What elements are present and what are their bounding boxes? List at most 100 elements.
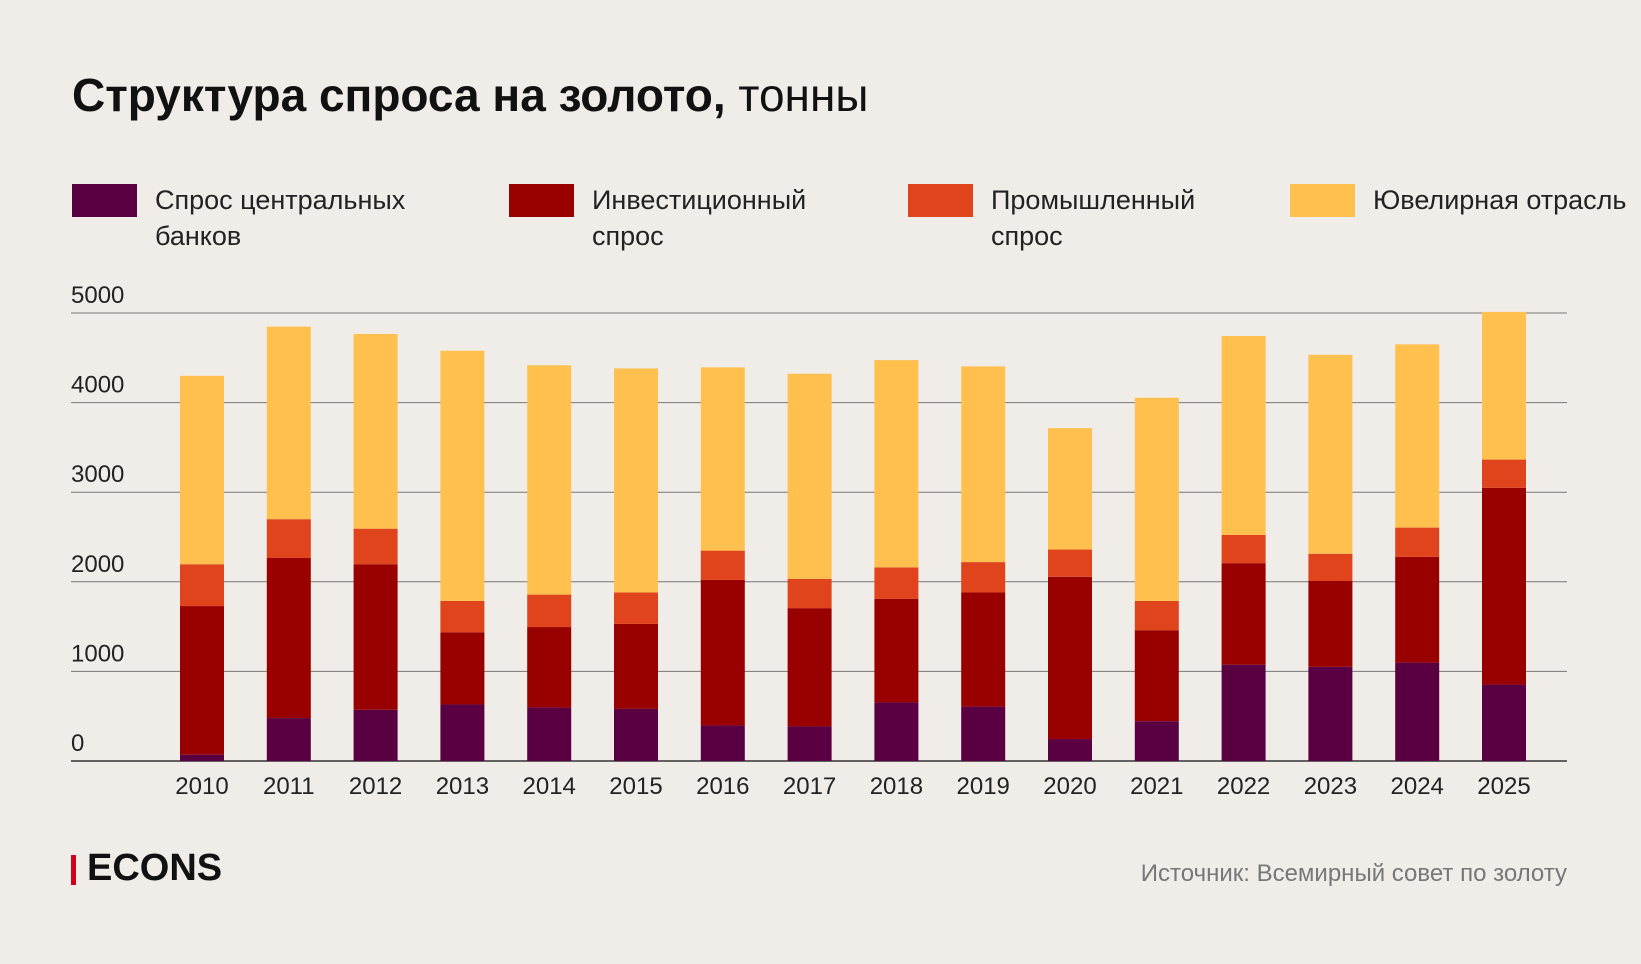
bar-segment — [440, 600, 485, 633]
bar-segment — [180, 375, 224, 565]
bar-segment — [614, 368, 658, 593]
bar-segment — [961, 592, 1006, 707]
brand-bar — [71, 855, 76, 885]
bar-segment — [1482, 311, 1526, 460]
legend-swatch — [1290, 184, 1355, 217]
bar-segment — [614, 623, 658, 709]
legend-label: Спрос центральных банков — [155, 185, 406, 251]
x-tick-label: 2017 — [783, 773, 836, 800]
x-tick-label: 2024 — [1391, 773, 1444, 800]
bar-segment — [700, 550, 745, 580]
bar-segment — [614, 592, 658, 624]
legend-label: Ювелирная отрасль — [1373, 185, 1627, 215]
bar-segment — [266, 326, 311, 520]
x-tick-label: 2014 — [523, 773, 576, 800]
bar-segment — [527, 365, 572, 595]
bar-segment — [1134, 721, 1179, 761]
bar-segment — [1308, 580, 1353, 667]
bar-segment — [874, 567, 919, 599]
y-tick-label: 1000 — [71, 640, 124, 667]
bar-segment — [961, 366, 1006, 563]
bar-segment — [1221, 336, 1266, 535]
x-tick-label: 2019 — [957, 773, 1010, 800]
y-tick-label: 5000 — [71, 282, 124, 309]
bar-segment — [440, 704, 485, 761]
x-tick-label: 2016 — [696, 773, 749, 800]
bar-segment — [1221, 534, 1266, 564]
bar-segment — [961, 706, 1006, 761]
bar-segment — [1395, 662, 1440, 761]
bar-segment — [527, 594, 572, 628]
bar-segment — [353, 564, 398, 710]
x-tick-label: 2020 — [1043, 773, 1096, 800]
bar-segment — [527, 627, 572, 708]
chart-title: Структура спроса на золото, — [72, 69, 726, 121]
bar-segment — [353, 333, 398, 529]
x-tick-label: 2010 — [175, 773, 228, 800]
bar-segment — [266, 718, 311, 761]
bar-segment — [874, 360, 919, 568]
bar-segment — [1048, 739, 1092, 761]
legend-label: Промышленный спрос — [991, 185, 1196, 251]
bar-segment — [1308, 354, 1353, 554]
bar-segment — [787, 726, 832, 761]
bar-segment — [1482, 459, 1526, 488]
x-tick-label: 2023 — [1304, 773, 1357, 800]
bar-segment — [1134, 600, 1179, 631]
title: Структура спроса на золото, тонны — [72, 68, 868, 122]
bar-segment — [1048, 549, 1092, 577]
bar-segment — [440, 350, 485, 601]
x-tick-label: 2012 — [349, 773, 402, 800]
bar-segment — [353, 528, 398, 565]
bar-segment — [1395, 527, 1440, 557]
source: Источник: Всемирный совет по золоту — [1140, 860, 1567, 887]
bar-segment — [1308, 666, 1353, 761]
bar-segment — [1395, 556, 1440, 663]
x-tick-label: 2025 — [1477, 773, 1530, 800]
bar-segment — [266, 557, 311, 719]
y-tick-label: 0 — [71, 730, 84, 757]
bar-segment — [787, 578, 832, 609]
x-tick-label: 2018 — [870, 773, 923, 800]
bar-segment — [1395, 344, 1440, 528]
x-tick-label: 2011 — [263, 773, 315, 800]
legend-swatch — [509, 184, 574, 217]
title-unit: тонны — [738, 69, 869, 121]
bar-segment — [1048, 576, 1092, 740]
bar-segment — [700, 367, 745, 551]
bar-segment — [1134, 630, 1179, 722]
x-tick-label: 2022 — [1217, 773, 1270, 800]
bar-segment — [1134, 397, 1179, 601]
bar-segment — [266, 519, 311, 558]
x-tick-label: 2015 — [609, 773, 662, 800]
bar-segment — [1482, 487, 1526, 685]
bar-segment — [180, 754, 224, 761]
legend-swatch — [72, 184, 137, 217]
bar-segment — [1482, 684, 1526, 761]
bar-segment — [787, 373, 832, 579]
bar-segment — [961, 562, 1006, 593]
bar-segment — [440, 632, 485, 705]
bar-segment — [353, 709, 398, 761]
x-tick-label: 2013 — [436, 773, 489, 800]
bar-segment — [700, 579, 745, 726]
y-tick-label: 2000 — [71, 551, 124, 578]
x-tick-label: 2021 — [1130, 773, 1183, 800]
bar-segment — [874, 702, 919, 761]
y-tick-label: 3000 — [71, 461, 124, 488]
bar-segment — [180, 564, 224, 607]
y-tick-label: 4000 — [71, 372, 124, 399]
bar-segment — [527, 707, 572, 761]
bar-segment — [1308, 553, 1353, 581]
bar-segment — [614, 708, 658, 761]
bar-segment — [1221, 563, 1266, 665]
bar-segment — [180, 606, 224, 755]
bar-segment — [1221, 664, 1266, 761]
legend-swatch — [908, 184, 973, 217]
bar-segment — [787, 608, 832, 727]
bar-segment — [1048, 428, 1092, 550]
brand: ECONS — [87, 847, 223, 889]
bar-segment — [874, 598, 919, 703]
